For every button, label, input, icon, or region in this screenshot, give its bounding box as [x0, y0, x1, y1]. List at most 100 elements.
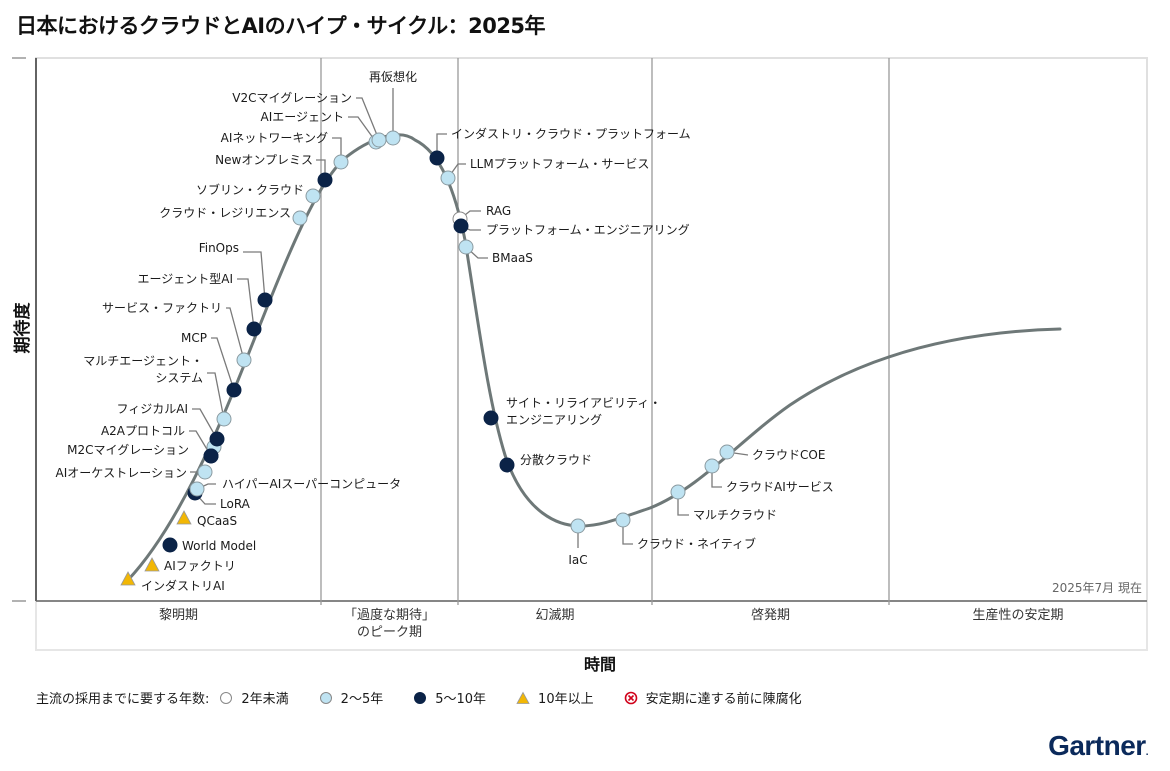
gartner-logo: Gartner.: [1048, 730, 1149, 761]
tech-marker[interactable]: [429, 150, 445, 166]
tech-label: RAG: [486, 204, 511, 218]
legend-title: 主流の採用までに要する年数:: [36, 692, 210, 707]
navy-circle-icon: [414, 691, 427, 704]
tech-marker[interactable]: [371, 132, 387, 148]
tech-marker[interactable]: [440, 170, 456, 186]
tech-label: ソブリン・クラウド: [196, 182, 304, 197]
tech-marker[interactable]: [209, 431, 225, 447]
legend-label: 2〜5年: [340, 692, 384, 707]
tech-label: BMaaS: [492, 251, 533, 265]
tech-marker[interactable]: [197, 464, 213, 480]
leader-line: [189, 430, 212, 457]
legend-label: 2年未満: [241, 692, 289, 707]
tech-label: V2Cマイグレーション: [232, 91, 352, 105]
legend: 主流の採用までに要する年数: 2年未満 2〜5年 5〜10年 10年以上 安定期…: [36, 688, 832, 707]
tech-label: マルチクラウド: [693, 508, 777, 522]
leader-line: [192, 408, 218, 440]
tech-label: クラウドAIサービス: [726, 480, 834, 494]
legend-item-5to10: 5〜10年: [413, 688, 486, 707]
tech-marker[interactable]: [246, 321, 262, 337]
legend-label: 10年以上: [538, 692, 594, 707]
tech-label: エンジニアリング: [506, 413, 602, 427]
legend-item-obsolete: 安定期に達する前に陳腐化: [624, 688, 802, 707]
tech-label: ハイパーAIスーパーコンピュータ: [222, 477, 401, 491]
tech-marker[interactable]: [305, 188, 321, 204]
tech-marker[interactable]: [203, 448, 219, 464]
tech-marker[interactable]: [385, 130, 401, 146]
tech-label: AIネットワーキング: [221, 131, 328, 145]
leader-line: [332, 137, 342, 162]
tech-marker[interactable]: [216, 411, 232, 427]
plot-area: [35, 57, 1148, 602]
tech-label: クラウド・ネイティブ: [637, 536, 756, 551]
page-title: 日本におけるクラウドとAIのハイプ・サイクル：2025年: [16, 14, 546, 38]
tech-label: Newオンプレミス: [215, 153, 313, 167]
tech-label: サイト・リライアビリティ・: [506, 396, 661, 410]
tech-marker[interactable]: [499, 457, 515, 473]
tech-label: MCP: [181, 331, 207, 345]
tech-marker[interactable]: [333, 154, 349, 170]
light-blue-circle-icon: [319, 691, 332, 704]
tech-marker[interactable]: [453, 218, 469, 234]
leader-line: [237, 278, 255, 330]
leader-line: [677, 492, 689, 516]
tech-marker[interactable]: [257, 292, 273, 308]
leader-line: [622, 520, 633, 545]
tech-marker[interactable]: [615, 512, 631, 528]
as-of-date: 2025年7月 現在: [1052, 581, 1142, 595]
tech-label: LLMプラットフォーム・サービス: [470, 157, 649, 171]
tech-label: M2Cマイグレーション: [67, 443, 189, 457]
tech-label: A2Aプロトコル: [101, 424, 185, 438]
tech-marker[interactable]: [317, 172, 333, 188]
tech-label: 再仮想化: [369, 69, 417, 84]
tech-marker[interactable]: [570, 518, 586, 534]
tech-label: サービス・ファクトリ: [102, 301, 222, 315]
x-axis-label: 時間: [584, 655, 616, 674]
phase-label: 「過度な期待」: [344, 607, 435, 623]
tech-label: World Model: [182, 539, 256, 553]
tech-label: システム: [155, 371, 203, 385]
tech-label: フィジカルAI: [116, 402, 188, 416]
tech-marker[interactable]: [458, 239, 474, 255]
tech-label: プラットフォーム・エンジニアリング: [486, 223, 690, 237]
tech-label: QCaaS: [197, 514, 237, 528]
legend-item-gt10: 10年以上: [516, 688, 594, 707]
tech-marker[interactable]: [189, 481, 205, 497]
tech-label: エージェント型AI: [137, 272, 233, 286]
legend-item-lt2: 2年未満: [219, 688, 289, 707]
y-axis-label: 期待度: [12, 302, 33, 354]
yellow-triangle-icon: [516, 691, 530, 704]
leader-line: [207, 372, 225, 420]
leader-line: [356, 97, 380, 141]
tech-label: マルチエージェント・: [83, 354, 203, 368]
legend-label: 安定期に達する前に陳腐化: [645, 692, 802, 707]
tech-marker-triangle[interactable]: [144, 557, 160, 572]
tech-marker[interactable]: [670, 484, 686, 500]
leader-line: [226, 307, 245, 361]
red-x-circle-icon: [624, 691, 637, 704]
leader-line: [436, 133, 447, 158]
tech-label: クラウドCOE: [752, 448, 825, 462]
tech-marker[interactable]: [226, 382, 242, 398]
tech-label: AIオーケストレーション: [55, 466, 187, 480]
phase-label: 幻滅期: [535, 608, 574, 623]
tech-marker-triangle[interactable]: [176, 510, 192, 525]
tech-label: FinOps: [199, 241, 239, 255]
tech-marker[interactable]: [292, 210, 308, 226]
tech-label: インダストリAI: [141, 578, 225, 593]
phase-label: 黎明期: [159, 608, 198, 623]
leader-line: [243, 251, 266, 301]
tech-marker[interactable]: [162, 537, 178, 553]
tech-marker[interactable]: [236, 352, 252, 368]
tech-marker-triangle[interactable]: [120, 571, 136, 586]
leader-line: [211, 337, 235, 391]
tech-marker[interactable]: [719, 444, 735, 460]
tech-marker[interactable]: [704, 458, 720, 474]
phase-label: 啓発期: [751, 608, 790, 623]
white-circle-icon: [220, 691, 233, 704]
tech-label: クラウド・レジリエンス: [159, 206, 291, 220]
tech-marker[interactable]: [483, 410, 499, 426]
tech-label: AIファクトリ: [164, 559, 236, 573]
leader-line: [348, 116, 377, 143]
legend-item-2to5: 2〜5年: [319, 688, 384, 707]
